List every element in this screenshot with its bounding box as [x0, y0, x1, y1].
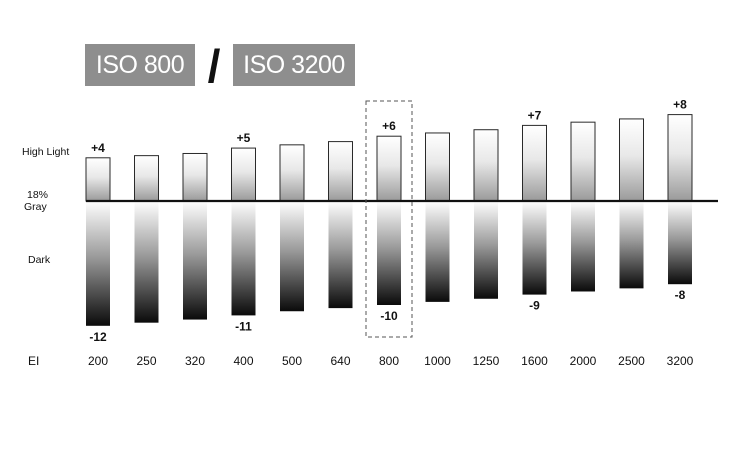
- bar-shadow-2000: [571, 201, 595, 292]
- bar-shadow-500: [280, 201, 304, 312]
- labels-layer: 200 +4 -12 250 320 400 +5 -11 500 640 800 +6 -10 1000…: [88, 98, 694, 368]
- y-label-18-gray: 18% Gray: [24, 189, 51, 213]
- bar-shadow-640: [328, 201, 353, 309]
- bar-shadow-1600: [522, 201, 547, 295]
- bar-shadow-250: [134, 201, 159, 323]
- bar-highlight-640: [328, 141, 353, 202]
- bar-shadow-800: [377, 201, 401, 305]
- annotation-top-1600: +7: [528, 108, 542, 122]
- bar-highlight-2500: [619, 118, 644, 202]
- x-tick-1600: 1600: [521, 354, 548, 368]
- iso-separator: /: [207, 40, 221, 92]
- annotation-bottom-1600: -9: [529, 299, 540, 313]
- bar-highlight-1600: [522, 124, 547, 202]
- x-tick-3200: 3200: [667, 354, 694, 368]
- highlight-box-800: [365, 100, 413, 338]
- y-label-high-light: High Light: [22, 146, 69, 158]
- x-tick-200: 200: [88, 354, 108, 368]
- bar-highlight-3200: [667, 114, 693, 202]
- x-tick-500: 500: [282, 354, 302, 368]
- annotation-top-3200: +8: [673, 98, 687, 112]
- bar-highlight-200: [85, 157, 111, 202]
- x-tick-400: 400: [233, 354, 253, 368]
- bars-layer: [85, 114, 693, 326]
- iso-3200-label: ISO 3200: [233, 44, 355, 86]
- x-tick-250: 250: [136, 354, 156, 368]
- bar-highlight-2000: [570, 121, 596, 202]
- bar-highlight-320: [182, 152, 208, 202]
- x-tick-1250: 1250: [473, 354, 500, 368]
- x-axis-label: EI: [28, 354, 39, 368]
- bar-shadow-1000: [425, 201, 450, 302]
- x-tick-800: 800: [379, 354, 399, 368]
- x-tick-2000: 2000: [570, 354, 597, 368]
- bar-shadow-1250: [474, 201, 498, 299]
- y-label-dark: Dark: [28, 254, 51, 266]
- bar-shadow-2500: [619, 201, 644, 289]
- annotation-bottom-800: -10: [380, 309, 398, 323]
- bar-shadow-200: [86, 201, 110, 326]
- bar-highlight-250: [134, 155, 159, 202]
- bar-shadow-320: [183, 201, 207, 320]
- x-tick-1000: 1000: [424, 354, 451, 368]
- iso-800-label: ISO 800: [85, 44, 195, 86]
- bar-shadow-400: [231, 201, 256, 316]
- annotation-bottom-3200: -8: [675, 288, 686, 302]
- annotation-top-800: +6: [382, 119, 396, 133]
- bar-shadow-3200: [668, 201, 692, 285]
- x-tick-320: 320: [185, 354, 205, 368]
- annotation-top-200: +4: [91, 141, 105, 155]
- annotation-bottom-400: -11: [235, 319, 252, 333]
- bar-highlight-1250: [473, 129, 499, 202]
- bar-highlight-500: [279, 144, 305, 202]
- annotation-bottom-200: -12: [89, 330, 107, 344]
- bar-highlight-800: [376, 135, 402, 202]
- x-tick-2500: 2500: [618, 354, 645, 368]
- x-tick-640: 640: [330, 354, 350, 368]
- bar-highlight-400: [231, 147, 256, 202]
- annotation-top-400: +5: [237, 131, 251, 145]
- bar-highlight-1000: [425, 132, 450, 202]
